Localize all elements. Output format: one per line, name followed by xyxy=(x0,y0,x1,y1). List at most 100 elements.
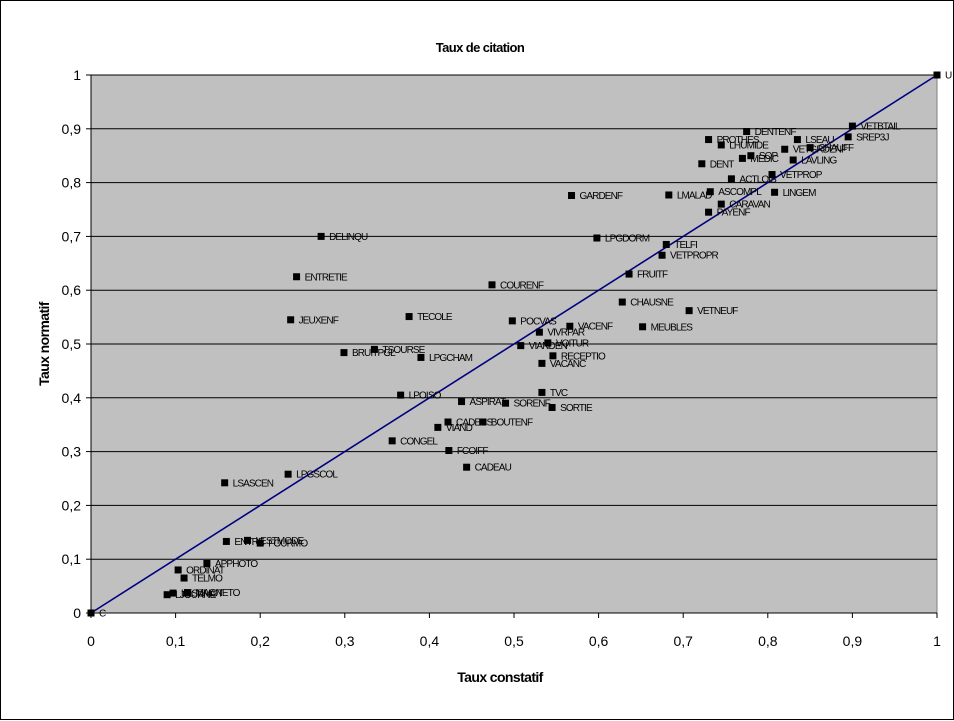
gridlines xyxy=(91,74,937,560)
data-point xyxy=(293,273,301,281)
point-label: VIANDEN xyxy=(529,341,568,352)
point-label: LSASCEN xyxy=(233,478,274,489)
point-label: BOUTENF xyxy=(491,418,533,429)
x-tick-label: 0,5 xyxy=(504,633,524,649)
data-point xyxy=(705,208,713,216)
data-point xyxy=(548,403,556,411)
data-point xyxy=(747,152,755,160)
point-label: CHAUSNE xyxy=(630,298,674,309)
data-point xyxy=(538,359,546,367)
x-tick-label: 1 xyxy=(933,633,941,649)
x-tick-label: 0,7 xyxy=(673,633,693,649)
data-point xyxy=(665,191,673,199)
data-point xyxy=(738,154,746,162)
y-tick-label: 0,1 xyxy=(62,551,82,567)
point-label: VIVRPAR xyxy=(547,328,585,339)
data-point xyxy=(717,200,725,208)
data-point xyxy=(203,560,211,568)
x-tick-label: 0,8 xyxy=(758,633,778,649)
chart-title: Taux de citation xyxy=(436,40,525,55)
x-tick-label: 0 xyxy=(87,633,95,649)
data-point xyxy=(87,609,95,617)
point-label: RECEPTIO xyxy=(561,351,606,362)
data-point xyxy=(568,192,576,200)
data-point xyxy=(743,127,751,135)
point-label: ENTRE xyxy=(234,537,265,548)
data-point xyxy=(789,156,797,164)
data-point xyxy=(625,270,633,278)
x-tick-label: 0,1 xyxy=(166,633,186,649)
point-label: BRUITPGL xyxy=(352,348,396,359)
data-point xyxy=(639,323,647,331)
y-tick-label: 0,3 xyxy=(62,444,82,460)
point-label: LJOURNE xyxy=(175,590,217,601)
point-label: CHAUFF xyxy=(818,143,854,154)
point-label: LHUMIDE xyxy=(729,140,769,151)
point-label: LAVLING xyxy=(801,156,837,167)
x-tick-label: 0,9 xyxy=(843,633,863,649)
data-point xyxy=(397,391,405,399)
point-label: VETNEUF xyxy=(697,306,738,317)
data-point xyxy=(844,133,852,141)
point-label: TVC xyxy=(550,388,568,399)
data-point xyxy=(768,171,776,179)
y-tick-label: 0,9 xyxy=(62,121,82,137)
point-label: TECOLE xyxy=(417,312,453,323)
point-label: C xyxy=(99,609,106,620)
point-label: VETPROP xyxy=(780,170,823,181)
point-label: CADENS xyxy=(456,418,494,429)
point-label: LESTMODE xyxy=(256,536,305,547)
data-point xyxy=(488,281,496,289)
point-label: CARAVAN xyxy=(729,200,770,211)
point-label: ORDINAT xyxy=(186,565,225,576)
point-label: SORENF xyxy=(514,399,551,410)
data-point xyxy=(458,398,466,406)
x-axis-title: Taux constatif xyxy=(457,669,543,685)
point-label: FRUITF xyxy=(637,270,668,281)
point-label: VOITUR xyxy=(556,338,589,349)
y-tick-label: 0,6 xyxy=(62,282,82,298)
point-label: SORTIE xyxy=(560,403,593,414)
data-point xyxy=(221,479,229,487)
point-label: LPGDORM xyxy=(605,234,650,245)
point-label: ASCOMPL xyxy=(718,187,762,198)
x-tick-label: 0,6 xyxy=(589,633,609,649)
point-label: MAGNETO xyxy=(195,588,240,599)
data-point xyxy=(388,437,396,445)
point-label: ACTLOIS xyxy=(739,174,777,185)
data-point xyxy=(317,232,325,240)
point-label: MEDIC xyxy=(750,154,778,165)
data-point xyxy=(566,322,574,330)
data-point xyxy=(463,463,471,471)
x-tick-label: 0,3 xyxy=(335,633,355,649)
data-point xyxy=(538,388,546,396)
data-point xyxy=(727,175,735,183)
data-point xyxy=(848,122,856,130)
data-point xyxy=(662,240,670,248)
data-point xyxy=(535,328,543,336)
data-point xyxy=(517,342,525,350)
point-label: LPGCHAM xyxy=(429,353,473,364)
y-axis-title: Taux normatif xyxy=(36,301,52,386)
data-point xyxy=(618,298,626,306)
x-tick-label: 0,4 xyxy=(420,633,440,649)
data-point xyxy=(705,136,713,144)
point-label: LINGEM xyxy=(783,188,817,199)
point-label: LPGSCOL xyxy=(296,470,338,481)
point-label: LMALAD xyxy=(677,190,712,201)
data-point xyxy=(340,349,348,357)
point-label: ENTRETIE xyxy=(305,272,348,283)
y-tick-label: 0,5 xyxy=(62,336,82,352)
point-label: LSEAU xyxy=(805,135,834,146)
point-label: DELINQU xyxy=(329,232,368,243)
data-point xyxy=(180,574,188,582)
point-label: JEUXENF xyxy=(299,315,339,326)
point-label: U xyxy=(945,71,952,82)
y-tick-label: 0 xyxy=(73,605,81,621)
y-tick-label: 1 xyxy=(73,67,81,83)
data-point xyxy=(174,566,182,574)
trendline xyxy=(90,74,938,614)
point-label: LPOISO xyxy=(409,391,442,402)
point-label: TSOURSE xyxy=(382,345,425,356)
